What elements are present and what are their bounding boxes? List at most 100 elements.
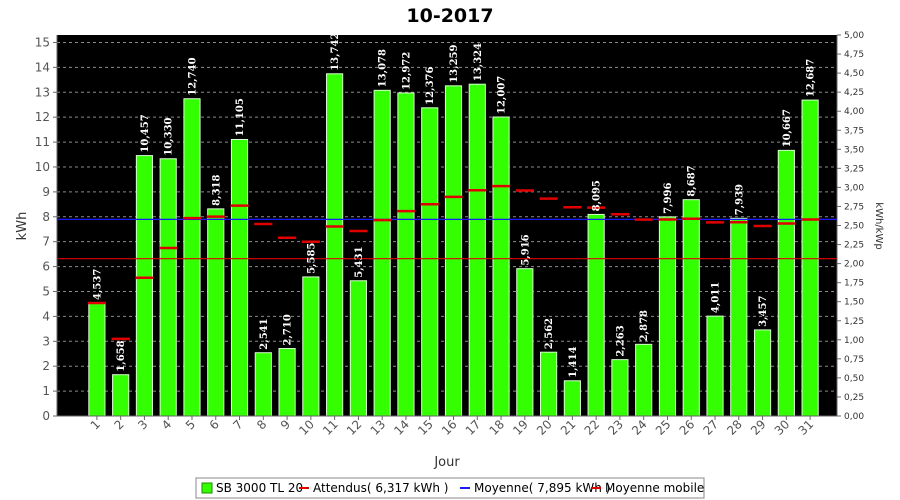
bar [730, 217, 748, 417]
bar [207, 208, 225, 417]
y2-tick-label: 4,50 [844, 69, 864, 79]
x-tick-label: 1 [88, 417, 103, 432]
bar [159, 158, 177, 417]
y-axis-label: kWh [15, 212, 30, 241]
bar [302, 276, 320, 417]
data-labels: 4,537 1,658 10,457 10,330 12,740 8,318 11,105 2… [92, 32, 816, 377]
bar-value-label: 10,330 [164, 117, 175, 155]
bar [183, 98, 201, 417]
y-tick-label: 13 [35, 85, 50, 99]
bar-value-label: 12,740 [187, 57, 198, 95]
x-tick-label: 30 [772, 417, 793, 438]
bar [658, 216, 677, 417]
x-tick-label: 25 [653, 417, 674, 438]
bar [635, 343, 653, 417]
x-tick-label: 17 [463, 417, 484, 438]
x-tick-label: 6 [207, 417, 222, 432]
y2-tick-label: 0,25 [844, 393, 864, 403]
x-tick-label: 9 [278, 417, 293, 432]
y-tick-label: 2 [42, 359, 50, 373]
bar-value-label: 4,537 [92, 269, 103, 300]
bar [444, 85, 463, 417]
y2-tick-label: 0,50 [844, 374, 864, 384]
y-tick-label: 5 [42, 284, 50, 298]
y-tick-label: 9 [42, 185, 50, 199]
legend-label: SB 3000 TL 20 [216, 481, 303, 495]
bar [112, 374, 130, 417]
y-tick-label: 7 [42, 235, 50, 249]
bar-value-label: 12,687 [806, 59, 817, 97]
bar-value-label: 1,658 [116, 340, 127, 371]
bar [563, 380, 581, 417]
x-tick-label: 20 [534, 417, 555, 438]
bar [587, 213, 605, 417]
x-tick-label: 24 [629, 417, 650, 438]
y-tick-label: 11 [35, 135, 50, 149]
y-tick-label: 12 [35, 110, 50, 124]
bar [516, 268, 534, 417]
x-tick-label: 29 [748, 417, 769, 438]
bar [88, 302, 106, 417]
y2-tick-label: 2,25 [844, 241, 864, 251]
x-tick-label: 7 [230, 417, 245, 432]
y-tick-label: 10 [35, 160, 50, 174]
x-tick-label: 11 [320, 417, 341, 438]
y2-tick-label: 0,00 [844, 412, 864, 422]
bar-value-label: 2,878 [639, 310, 650, 341]
y2-tick-label: 5,00 [844, 31, 864, 41]
x-tick-label: 27 [700, 417, 721, 438]
bar-value-label: 4,011 [711, 282, 722, 313]
bar-value-label: 2,541 [259, 318, 270, 349]
bar-value-label: 1,414 [568, 346, 579, 377]
y2-tick-label: 4,25 [844, 88, 864, 98]
y2-tick-label: 1,75 [844, 279, 864, 289]
bar-value-label: 10,667 [782, 109, 793, 147]
y2-tick-label: 4,75 [844, 50, 864, 60]
y2-tick-label: 0,75 [844, 355, 864, 365]
bar-value-label: 12,972 [401, 52, 412, 90]
bar-value-label: 2,562 [544, 318, 555, 349]
bar-value-label: 2,710 [283, 314, 294, 345]
y2-tick-label: 1,00 [844, 336, 864, 346]
bar-value-label: 8,687 [687, 165, 698, 196]
x-tick-label: 12 [344, 417, 365, 438]
x-tick-label: 4 [159, 417, 174, 432]
chart-title: 10-2017 [406, 5, 493, 27]
x-tick-label: 2 [111, 417, 126, 432]
y2-tick-label: 2,75 [844, 202, 864, 212]
x-tick-label: 23 [605, 417, 626, 438]
bar [421, 107, 439, 417]
y-tick-label: 14 [35, 60, 50, 74]
bar [706, 315, 724, 417]
bar [326, 73, 344, 417]
bar-value-label: 2,263 [615, 325, 626, 356]
bar-value-label: 3,457 [758, 296, 769, 327]
bar-value-label: 13,742 [330, 32, 341, 70]
legend-box [195, 477, 705, 499]
y-tick-label: 1 [42, 384, 50, 398]
x-tick-label: 15 [415, 417, 436, 438]
y2-axis-label: kWh/kWp [873, 202, 884, 249]
bar [254, 352, 272, 417]
y2-tick-label: 1,50 [844, 298, 864, 308]
bar [230, 138, 249, 417]
y2-tick-label: 3,25 [844, 164, 864, 174]
bar-value-label: 8,318 [211, 175, 222, 206]
bar-value-label: 8,095 [592, 180, 603, 211]
x-tick-label: 10 [296, 417, 317, 438]
y2-tick-label: 4,00 [844, 107, 864, 117]
bar [373, 89, 391, 417]
bar [278, 348, 296, 417]
bar [801, 99, 819, 417]
y2-axis: 0,00 0,25 0,50 0,75 1,00 1,25 1,50 1,75 2,00 2,25… [836, 31, 864, 422]
bar-value-label: 10,457 [140, 114, 151, 152]
x-tick-label: 31 [796, 417, 817, 438]
x-tick-label: 22 [582, 417, 603, 438]
bar-value-label: 7,939 [734, 184, 745, 215]
bar-value-label: 12,007 [497, 76, 508, 114]
x-tick-label: 8 [254, 417, 269, 432]
y-tick-label: 15 [35, 35, 50, 49]
bar [682, 199, 700, 417]
